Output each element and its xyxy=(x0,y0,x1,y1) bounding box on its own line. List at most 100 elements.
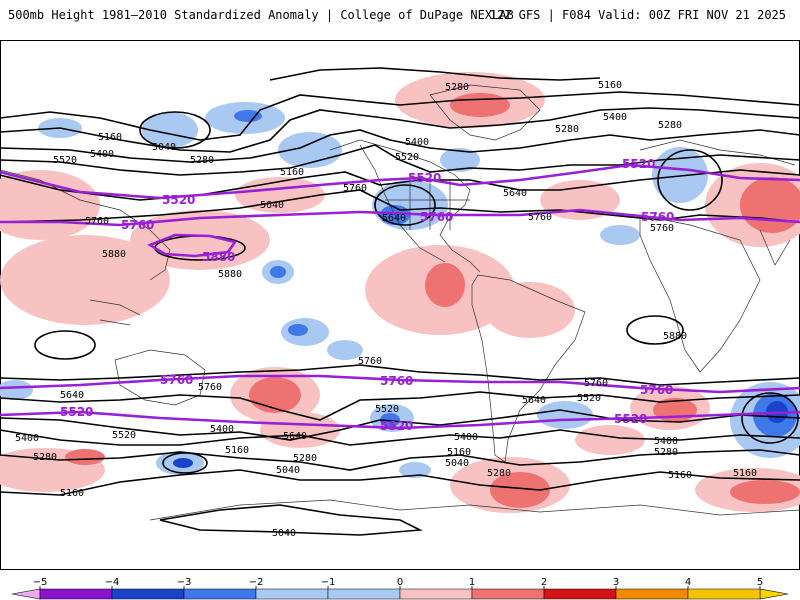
contour-low-south-atlantic xyxy=(741,392,799,444)
colorbar-left-arrow xyxy=(11,588,41,600)
contour-label: 5160 xyxy=(668,470,692,481)
positive-anomaly xyxy=(65,449,105,465)
colorbar-segment xyxy=(327,588,401,600)
contour-label: 5280 xyxy=(190,155,214,166)
south-america-coast xyxy=(471,274,586,463)
colorbar-tick-label: 2 xyxy=(541,577,547,588)
contour-label: 5760 xyxy=(650,223,674,234)
mean-5520-south xyxy=(0,410,800,430)
contour-5760-north xyxy=(0,189,800,223)
negative-anomaly xyxy=(440,148,480,172)
contour-label: 5760 xyxy=(198,382,222,393)
contour-label: 5400 xyxy=(454,432,478,443)
contour-label: 5280 xyxy=(487,468,511,479)
contour-label: 5400 xyxy=(15,433,39,444)
contour-label: 5640 xyxy=(522,395,546,406)
contour-label: 5880 xyxy=(102,249,126,260)
negative-anomaly xyxy=(327,340,363,360)
colorbar-tick-label: −3 xyxy=(177,577,192,588)
contour-label: 5400 xyxy=(603,112,627,123)
negative-anomaly xyxy=(270,266,286,278)
colorbar-segment xyxy=(399,588,473,600)
positive-anomaly xyxy=(0,235,170,325)
contour-5160-north xyxy=(0,91,800,141)
contour-5400-north xyxy=(0,129,800,163)
negative-anomaly xyxy=(173,458,193,468)
contour-label: 5400 xyxy=(90,149,114,160)
mean-labels: 5520 5520 5520 5760 5760 5760 5880 5760 … xyxy=(60,157,674,433)
contour-label: 5160 xyxy=(280,167,304,178)
us-borders xyxy=(385,175,470,230)
negative-anomaly xyxy=(652,147,708,203)
colorbar-right-arrow xyxy=(759,588,789,600)
contour-label: 5280 xyxy=(654,447,678,458)
antarctica-coast xyxy=(149,499,800,521)
colorbar-segment xyxy=(471,588,545,600)
contour-low-north-pacific xyxy=(139,111,211,149)
contour-label: 5640 xyxy=(283,431,307,442)
colorbar-segment xyxy=(687,588,761,600)
greenland-coast xyxy=(429,84,541,141)
contour-label: 5640 xyxy=(503,188,527,199)
contour-label: 5760 xyxy=(343,183,367,194)
contour-label: 5400 xyxy=(405,137,429,148)
mean-label: 5760 xyxy=(640,383,673,397)
contour-label: 5160 xyxy=(447,447,471,458)
contour-label: 5760 xyxy=(85,216,109,227)
contour-label: 5520 xyxy=(395,152,419,163)
contour-label: 5040 xyxy=(272,528,296,539)
colorbar-tick-label: 4 xyxy=(685,577,691,588)
height-contours xyxy=(0,67,800,536)
contour-label: 5400 xyxy=(210,424,234,435)
positive-anomaly xyxy=(490,472,550,508)
negative-anomaly xyxy=(0,380,33,400)
contour-5640-south xyxy=(0,391,800,421)
mean-label: 5760 xyxy=(121,218,154,232)
indonesia-coast xyxy=(89,299,141,326)
north-america-coast xyxy=(329,139,481,273)
contour-label: 5520 xyxy=(577,393,601,404)
north-america-west-coast xyxy=(359,144,446,263)
mean-label: 5880 xyxy=(202,250,235,264)
mean-5760-south xyxy=(0,374,800,394)
mean-5880-pacific xyxy=(147,233,238,258)
contour-5400-south xyxy=(0,429,800,446)
mean-label: 5520 xyxy=(60,405,93,419)
contour-5160-south xyxy=(0,469,800,496)
contour-label: 5400 xyxy=(654,436,678,447)
contour-5520-south xyxy=(0,409,800,441)
contour-label: 5880 xyxy=(663,331,687,342)
colorbar-tick-label: 0 xyxy=(397,577,403,588)
contour-label: 5160 xyxy=(225,445,249,456)
colorbar-tick-label: 5 xyxy=(757,577,763,588)
positive-anomaly xyxy=(730,480,800,504)
colorbar-tick-label: −1 xyxy=(321,577,336,588)
positive-anomaly xyxy=(249,377,301,413)
contour-label: 5280 xyxy=(658,120,682,131)
contour-label: 5640 xyxy=(60,390,84,401)
positive-anomaly xyxy=(575,425,645,455)
colorbar-tick-label: −4 xyxy=(105,577,120,588)
mean-label: 5760 xyxy=(420,210,453,224)
contour-low-europe xyxy=(657,149,723,211)
contour-label: 5880 xyxy=(218,269,242,280)
map-header: 500mb Height 1981–2010 Standardized Anom… xyxy=(0,0,800,32)
contour-5880-africa xyxy=(626,315,684,345)
contour-5280-south xyxy=(0,449,800,471)
mean-label: 5520 xyxy=(162,193,195,207)
colorbar-segment xyxy=(111,588,185,600)
contour-label: 5160 xyxy=(60,488,84,499)
negative-anomaly xyxy=(600,225,640,245)
contour-label: 5040 xyxy=(152,142,176,153)
colorbar-segment xyxy=(39,588,113,600)
mean-label: 5520 xyxy=(614,412,647,426)
contour-labels: 5280 5160 5400 5280 5280 5160 5040 5400 … xyxy=(15,80,757,539)
colorbar-tick-label: −5 xyxy=(33,577,48,588)
india-coast xyxy=(759,229,791,266)
contour-5880-indian xyxy=(34,330,96,360)
contour-5520-north xyxy=(0,144,800,176)
negative-anomaly xyxy=(234,110,262,122)
mean-contours xyxy=(0,163,800,430)
mean-label: 5520 xyxy=(622,157,655,171)
